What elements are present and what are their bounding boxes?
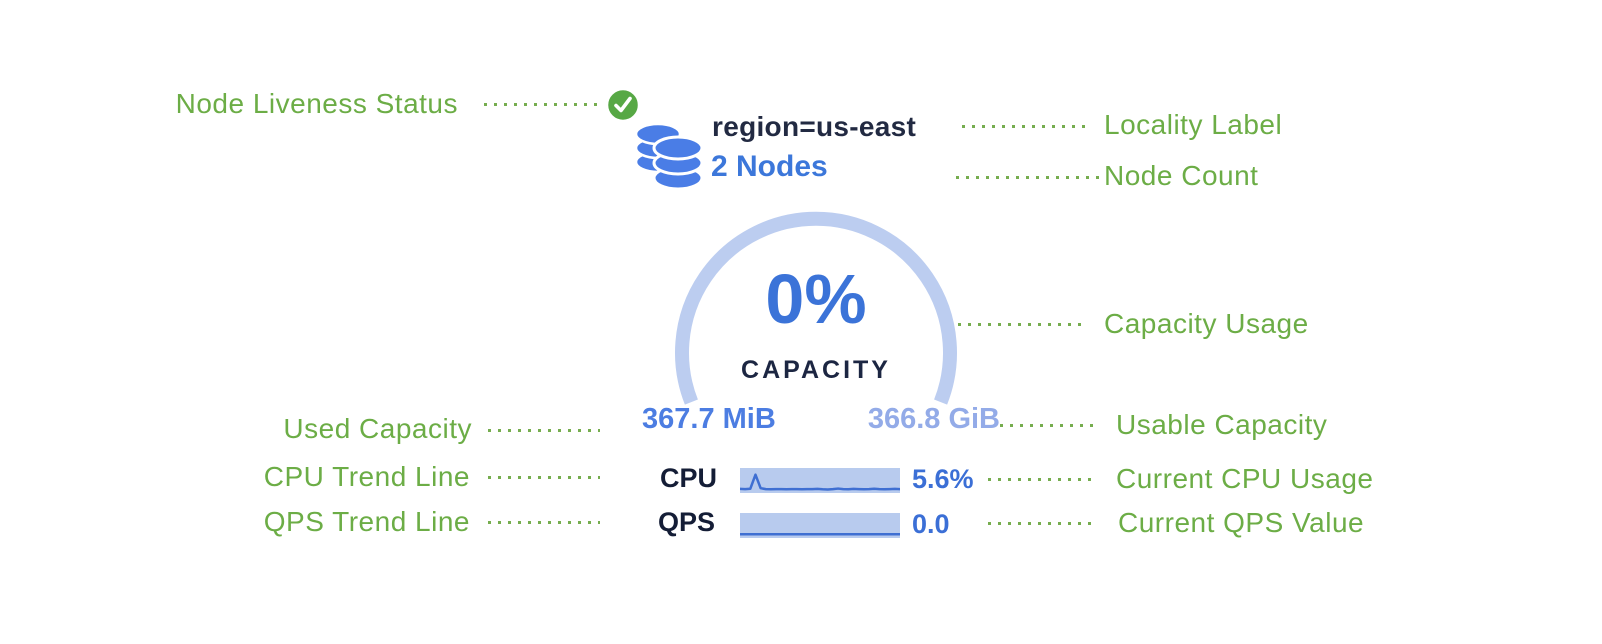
qps-metric-label: QPS [658,507,716,537]
capacity-gauge-arc [675,211,957,405]
database-stack-icon [634,122,704,191]
leader-line-current-qps [988,522,1098,525]
annotation-used-capacity: Used Capacity [283,413,472,444]
capacity-caption: CAPACITY [741,356,891,384]
annotation-usable-capacity: Usable Capacity [1116,409,1328,440]
current-qps-value: 0.0 [912,509,950,539]
annotation-node-count: Node Count [1104,160,1259,191]
locality-label-text: region=us-east [712,111,917,142]
annotation-cpu-trend-line: CPU Trend Line [263,461,470,492]
leader-line-locality-label [962,125,1088,128]
leader-line-used-capacity [488,429,600,432]
cpu-trend-sparkline [738,468,902,493]
used-capacity-value: 367.7 MiB [642,403,776,435]
leader-line-node-count [956,176,1106,179]
current-cpu-usage-value: 5.6% [912,464,974,494]
cpu-metric-label: CPU [660,463,718,493]
liveness-check-icon [605,87,641,123]
leader-line-usable-capacity [1000,424,1100,427]
leader-line-current-cpu [988,478,1098,481]
annotation-qps-trend-line: QPS Trend Line [263,506,470,537]
annotation-capacity-usage: Capacity Usage [1104,308,1309,339]
gauge-track-arc [675,211,957,405]
leader-line-capacity-usage [948,323,1086,326]
leader-line-node-liveness [484,103,598,106]
annotation-current-qps-value: Current QPS Value [1118,507,1365,538]
annotation-node-liveness-status: Node Liveness Status [175,88,458,119]
node-count-text: 2 Nodes [711,150,828,183]
leader-line-cpu-trend [488,476,600,479]
annotation-current-cpu-usage: Current CPU Usage [1116,463,1374,494]
annotation-locality-label: Locality Label [1104,109,1283,140]
capacity-values-row: 367.7 MiB 366.8 GiB [642,403,1000,436]
capacity-usage-percent: 0% [765,260,867,338]
qps-trend-sparkline [738,513,902,538]
leader-line-qps-trend [488,521,600,524]
usable-capacity-value: 366.8 GiB [867,403,1000,435]
